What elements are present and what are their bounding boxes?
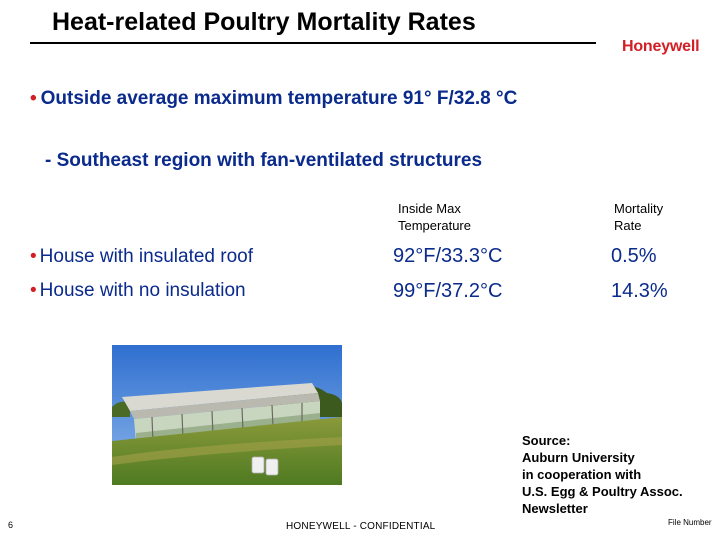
source-line: Newsletter	[522, 501, 588, 516]
source-citation: Source: Auburn University in cooperation…	[522, 432, 683, 517]
slide-title: Heat-related Poultry Mortality Rates	[52, 8, 476, 36]
row-label-text: House with no insulation	[39, 280, 246, 301]
page-number: 6	[8, 520, 14, 530]
row-label-insulated-roof: • House with insulated roof	[30, 246, 253, 268]
bullet-dot-icon: •	[30, 280, 37, 301]
source-line: U.S. Egg & Poultry Assoc.	[522, 484, 683, 499]
main-bullet-text: Outside average maximum temperature 91° …	[40, 88, 518, 109]
honeywell-logo: Honeywell	[622, 38, 700, 55]
row-label-text: House with insulated roof	[39, 246, 253, 267]
title-divider	[30, 42, 596, 44]
temperature-no-insulation: 99°F/37.2°C	[393, 280, 503, 302]
source-line: Source:	[522, 433, 571, 448]
mortality-insulated: 0.5%	[611, 245, 657, 267]
header-line: Temperature	[398, 218, 471, 233]
header-mortality-rate: Mortality Rate	[614, 200, 663, 234]
source-line: Auburn University	[522, 450, 635, 465]
temperature-insulated: 92°F/33.3°C	[393, 245, 503, 267]
sub-bullet: - Southeast region with fan-ventilated s…	[45, 150, 483, 171]
file-number: File Number	[668, 518, 712, 527]
mortality-no-insulation: 14.3%	[611, 280, 668, 302]
confidential-footer: HONEYWELL - CONFIDENTIAL	[286, 521, 436, 532]
poultry-house-photo	[112, 345, 342, 485]
header-line: Mortality	[614, 201, 664, 216]
row-label-no-insulation: • House with no insulation	[30, 280, 246, 302]
header-inside-max-temperature: Inside Max Temperature	[398, 200, 471, 234]
main-bullet: • Outside average maximum temperature 91°…	[30, 88, 517, 110]
bullet-dot-icon: •	[30, 246, 37, 267]
header-line: Inside Max	[398, 201, 461, 216]
source-line: in cooperation with	[522, 467, 642, 482]
bullet-dot-icon: •	[30, 88, 37, 109]
header-line: Rate	[614, 218, 642, 233]
